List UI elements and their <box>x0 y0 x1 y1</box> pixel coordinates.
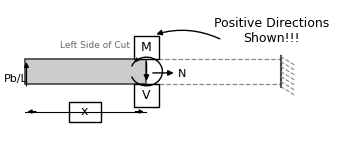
Text: Positive Directions
Shown!!!: Positive Directions Shown!!! <box>214 17 329 45</box>
Bar <box>25 59 146 84</box>
Text: x: x <box>81 105 88 118</box>
Text: V: V <box>142 89 151 102</box>
Bar <box>134 84 159 107</box>
Text: M: M <box>141 41 152 54</box>
Text: Pb/L: Pb/L <box>4 74 27 84</box>
Text: N: N <box>178 69 187 79</box>
Bar <box>69 102 101 122</box>
Bar <box>146 59 281 84</box>
Bar <box>134 36 159 59</box>
Text: Left Side of Cut: Left Side of Cut <box>60 41 130 50</box>
